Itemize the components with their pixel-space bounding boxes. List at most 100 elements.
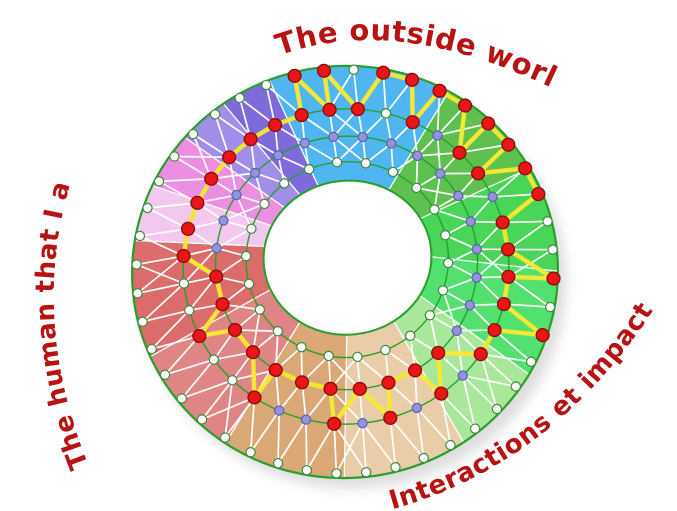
wheel-node-red[interactable] bbox=[268, 362, 283, 378]
wheel-node-purple[interactable] bbox=[274, 405, 285, 416]
wheel-node-white[interactable] bbox=[331, 468, 342, 479]
wheel-node-purple[interactable] bbox=[357, 131, 368, 143]
wheel-node-white[interactable] bbox=[440, 230, 451, 241]
wheel-node-red[interactable] bbox=[546, 271, 561, 286]
wheel-node-red[interactable] bbox=[352, 381, 367, 396]
wheel-node-red[interactable] bbox=[322, 102, 337, 117]
wheel-node-red[interactable] bbox=[405, 115, 420, 130]
wheel-node-white[interactable] bbox=[137, 316, 148, 327]
wheel-node-red[interactable] bbox=[245, 345, 261, 360]
wheel-node-purple[interactable] bbox=[432, 130, 443, 141]
wheel-node-white[interactable] bbox=[445, 439, 456, 451]
wheel-node-white[interactable] bbox=[411, 182, 422, 194]
wheel-node-red[interactable] bbox=[381, 375, 396, 390]
wheel-node-red[interactable] bbox=[209, 269, 224, 284]
wheel-node-red[interactable] bbox=[518, 161, 533, 176]
wheel-node-red[interactable] bbox=[431, 345, 446, 361]
wheel-node-red[interactable] bbox=[294, 375, 310, 390]
wheel-node-purple[interactable] bbox=[218, 215, 229, 226]
wheel-node-red[interactable] bbox=[180, 221, 196, 236]
wheel-node-white[interactable] bbox=[542, 216, 553, 227]
wheel-node-red[interactable] bbox=[432, 83, 447, 98]
wheel-node-white[interactable] bbox=[261, 79, 272, 91]
wheel-node-red[interactable] bbox=[500, 242, 516, 257]
wheel-node-white[interactable] bbox=[187, 128, 199, 140]
wheel-node-red[interactable] bbox=[316, 63, 332, 78]
wheel-node-white[interactable] bbox=[301, 465, 313, 476]
wheel-node-red[interactable] bbox=[531, 186, 546, 202]
wheel-node-white[interactable] bbox=[469, 423, 481, 434]
wheel-node-white[interactable] bbox=[240, 250, 252, 262]
wheel-node-red[interactable] bbox=[457, 98, 473, 113]
wheel-node-white[interactable] bbox=[196, 414, 208, 425]
wheel-node-white[interactable] bbox=[209, 109, 221, 120]
wheel-node-red[interactable] bbox=[481, 116, 496, 131]
wheel-node-white[interactable] bbox=[360, 467, 372, 478]
wheel-node-red[interactable] bbox=[204, 171, 219, 186]
wheel-node-white[interactable] bbox=[146, 343, 157, 355]
wheel-node-red[interactable] bbox=[192, 328, 207, 344]
wheel-node-white[interactable] bbox=[246, 223, 257, 234]
wheel-node-white[interactable] bbox=[243, 278, 255, 290]
wheel-node-red[interactable] bbox=[496, 296, 512, 312]
wheel-node-red[interactable] bbox=[452, 145, 467, 160]
wheel-node-red[interactable] bbox=[215, 297, 230, 312]
wheel-node-red[interactable] bbox=[267, 117, 283, 133]
wheel-node-purple[interactable] bbox=[471, 272, 482, 283]
wheel-node-red[interactable] bbox=[501, 137, 516, 152]
wheel-node-red[interactable] bbox=[287, 68, 302, 83]
wheel-node-purple[interactable] bbox=[465, 216, 476, 227]
wheel-node-purple[interactable] bbox=[451, 325, 462, 336]
wheel-node-red[interactable] bbox=[323, 381, 338, 396]
wheel-node-purple[interactable] bbox=[328, 131, 339, 143]
wheel-node-red[interactable] bbox=[227, 322, 243, 338]
wheel-node-purple[interactable] bbox=[411, 402, 423, 414]
wheel-node-red[interactable] bbox=[294, 107, 309, 123]
wheel-node-red[interactable] bbox=[487, 322, 502, 338]
wheel-node-white[interactable] bbox=[184, 305, 195, 316]
wheel-node-purple[interactable] bbox=[299, 137, 310, 149]
wheel-node-white[interactable] bbox=[387, 166, 399, 178]
wheel-node-red[interactable] bbox=[176, 248, 191, 264]
wheel-node-white[interactable] bbox=[323, 350, 334, 362]
wheel-node-white[interactable] bbox=[131, 259, 142, 270]
wheel-node-purple[interactable] bbox=[300, 414, 312, 425]
wheel-node-purple[interactable] bbox=[211, 242, 222, 254]
wheel-node-purple[interactable] bbox=[231, 189, 242, 201]
wheel-node-white[interactable] bbox=[219, 432, 231, 443]
wheel-node-red[interactable] bbox=[471, 166, 486, 181]
wheel-node-purple[interactable] bbox=[464, 300, 475, 311]
wheel-node-white[interactable] bbox=[296, 341, 307, 353]
wheel-node-red[interactable] bbox=[376, 65, 391, 80]
wheel-node-red[interactable] bbox=[222, 150, 237, 165]
wheel-node-red[interactable] bbox=[327, 416, 342, 431]
wheel-node-white[interactable] bbox=[208, 354, 220, 365]
wheel-node-white[interactable] bbox=[331, 157, 343, 168]
wheel-node-white[interactable] bbox=[132, 288, 143, 299]
wheel-node-purple[interactable] bbox=[471, 243, 483, 255]
wheel-node-white[interactable] bbox=[153, 176, 165, 187]
wheel-node-red[interactable] bbox=[473, 347, 488, 362]
wheel-node-red[interactable] bbox=[434, 386, 449, 401]
wheel-node-white[interactable] bbox=[525, 356, 537, 367]
wheel-node-white[interactable] bbox=[178, 278, 190, 289]
wheel-node-white[interactable] bbox=[429, 204, 440, 215]
wheel-node-white[interactable] bbox=[303, 163, 315, 175]
wheel-node-white[interactable] bbox=[405, 330, 416, 341]
wheel-node-white[interactable] bbox=[544, 301, 556, 313]
wheel-node-purple[interactable] bbox=[357, 417, 368, 429]
wheel-node-purple[interactable] bbox=[435, 168, 446, 179]
wheel-node-red[interactable] bbox=[243, 132, 258, 147]
wheel-node-white[interactable] bbox=[272, 458, 284, 469]
wheel-node-white[interactable] bbox=[279, 178, 290, 189]
wheel-node-white[interactable] bbox=[424, 310, 436, 321]
wheel-node-white[interactable] bbox=[272, 326, 284, 337]
wheel-node-purple[interactable] bbox=[249, 167, 261, 179]
wheel-node-red[interactable] bbox=[383, 410, 398, 425]
wheel-node-white[interactable] bbox=[134, 230, 146, 242]
wheel-node-red[interactable] bbox=[495, 215, 510, 230]
wheel-node-white[interactable] bbox=[491, 403, 503, 415]
wheel-node-purple[interactable] bbox=[272, 150, 284, 161]
wheel-node-red[interactable] bbox=[247, 390, 262, 405]
wheel-node-red[interactable] bbox=[350, 102, 365, 117]
